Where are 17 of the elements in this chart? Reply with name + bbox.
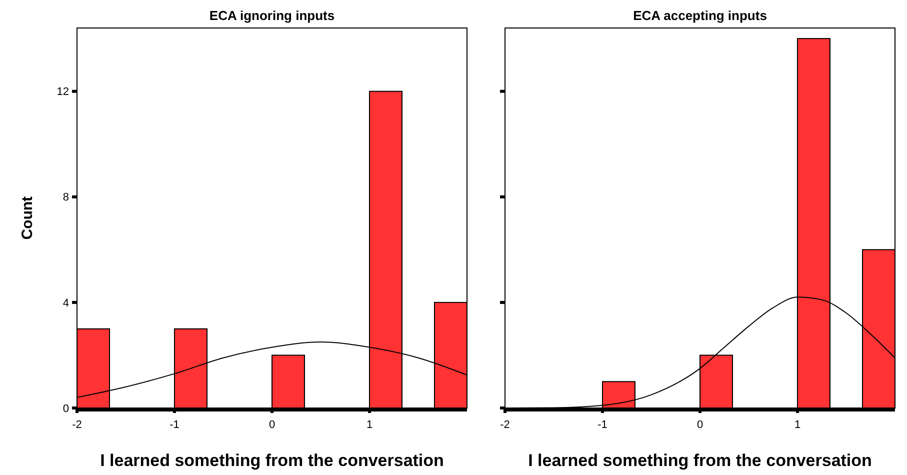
chart-title: ECA ignoring inputs: [209, 8, 335, 23]
x-tick-label: -2: [500, 419, 510, 431]
y-tick-label: 8: [62, 192, 69, 204]
y-tick-label: 12: [56, 86, 69, 98]
x-tick-label: -2: [72, 419, 82, 431]
x-tick-label: -1: [598, 419, 608, 431]
x-tick-label: 0: [696, 419, 704, 431]
chart-title: ECA accepting inputs: [633, 8, 767, 23]
x-tick-label: 1: [794, 419, 801, 431]
x-tick-label: -1: [170, 419, 180, 431]
y-axis-title: Count: [19, 196, 36, 240]
x-axis-title: I learned something from the conversation: [528, 451, 872, 470]
x-axis-title: I learned something from the conversation: [100, 451, 444, 470]
x-tick-label: 1: [366, 419, 373, 431]
x-tick-label: 0: [268, 419, 276, 431]
y-tick-label: 0: [62, 402, 69, 415]
y-tick-label: 4: [62, 297, 69, 310]
